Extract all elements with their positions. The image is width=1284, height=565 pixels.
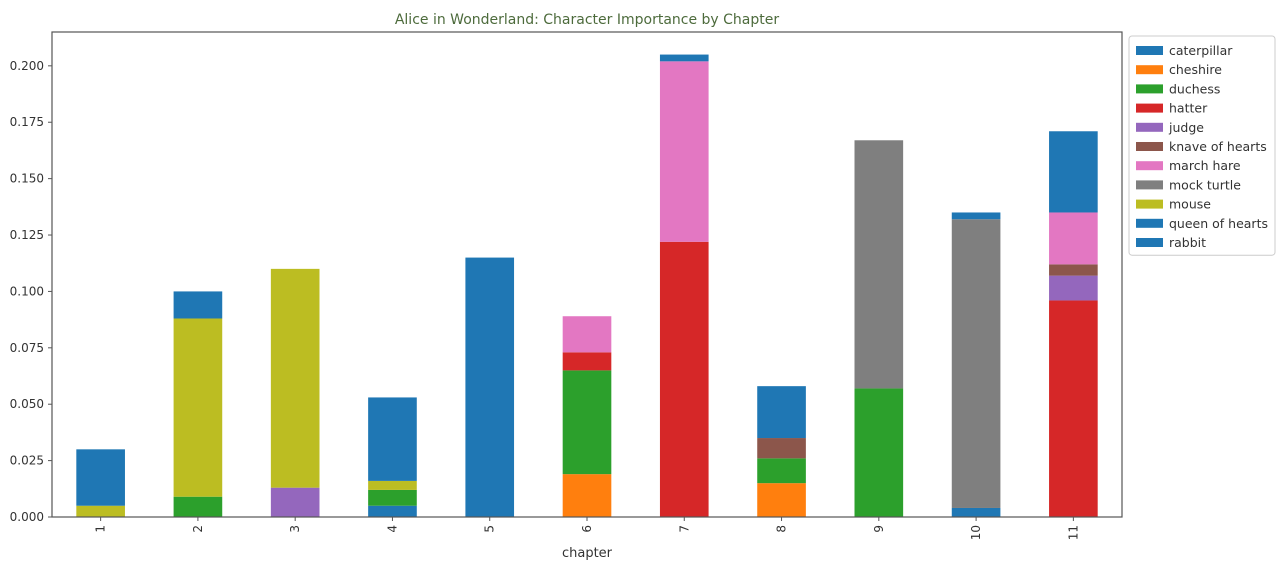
bar-segment-cheshire-ch8 xyxy=(757,483,806,517)
legend-swatch xyxy=(1136,84,1163,94)
chart-title: Alice in Wonderland: Character Importanc… xyxy=(395,12,780,28)
y-tick-label: 0.100 xyxy=(10,284,44,298)
bar-segment-queen-of-hearts-ch7 xyxy=(659,54,709,62)
x-tick-label: 10 xyxy=(969,525,983,540)
x-tick-label: 1 xyxy=(94,525,108,533)
legend-label: march hare xyxy=(1169,158,1241,173)
legend-label: caterpillar xyxy=(1169,43,1233,58)
bars-layer xyxy=(76,54,1098,518)
legend-label: duchess xyxy=(1169,81,1220,96)
bar-segment-duchess-ch4 xyxy=(368,489,417,506)
y-axis: 0.000 0.025 0.050 0.075 0.100 0.125 0.150 0.175… xyxy=(10,59,52,524)
x-axis: 1 2 3 4 5 6 7 8 9 10 11 xyxy=(94,517,1080,540)
bar-segment-mock-turtle-ch9 xyxy=(854,140,904,389)
bar-segment-duchess-ch6 xyxy=(562,370,612,475)
legend-label: hatter xyxy=(1169,101,1208,116)
bar-segment-knave-of-hearts-ch8 xyxy=(757,438,806,459)
bar-segment-hatter-ch6 xyxy=(562,352,612,371)
bar-segment-rabbit-ch8 xyxy=(757,386,806,439)
legend: caterpillar cheshire duchess hatter judge kna… xyxy=(1128,35,1276,256)
legend-swatch xyxy=(1136,238,1163,247)
y-tick-label: 0.125 xyxy=(10,228,44,242)
bar-segment-mock-turtle-ch10 xyxy=(951,219,1001,508)
bar-segment-caterpillar-ch10 xyxy=(951,507,1001,517)
legend-label: queen of hearts xyxy=(1169,216,1268,231)
bar-segment-mouse-ch2 xyxy=(173,318,223,497)
bar-segment-rabbit-ch1 xyxy=(76,449,125,506)
x-axis-label: chapter xyxy=(562,546,613,561)
x-tick-label: 3 xyxy=(288,525,302,533)
legend-label: rabbit xyxy=(1169,235,1206,250)
legend-swatch xyxy=(1136,161,1163,171)
bar-segment-march-hare-ch11 xyxy=(1049,212,1098,265)
legend-swatch xyxy=(1136,142,1163,151)
legend-swatch xyxy=(1136,46,1163,55)
y-tick-label: 0.000 xyxy=(10,510,44,524)
bar-segment-duchess-ch2 xyxy=(173,496,223,517)
legend-swatch xyxy=(1136,180,1163,190)
bar-segment-march-hare-ch6 xyxy=(562,316,612,353)
x-tick-label: 9 xyxy=(872,525,886,533)
x-tick-label: 7 xyxy=(677,525,691,533)
legend-label: knave of hearts xyxy=(1169,139,1267,154)
legend-swatch xyxy=(1136,218,1163,228)
legend-label: cheshire xyxy=(1169,62,1222,77)
bar-segment-mouse-ch3 xyxy=(270,268,320,488)
y-tick-label: 0.050 xyxy=(10,397,44,411)
y-tick-label: 0.200 xyxy=(10,59,44,73)
bar-segment-march-hare-ch7 xyxy=(659,61,709,242)
x-tick-label: 2 xyxy=(191,525,205,533)
legend-swatch xyxy=(1136,122,1163,132)
bar-segment-cheshire-ch6 xyxy=(562,474,612,517)
x-tick-label: 4 xyxy=(385,525,399,533)
legend-swatch xyxy=(1136,65,1163,75)
bar-segment-knave-of-hearts-ch11 xyxy=(1049,264,1098,276)
bar-segment-duchess-ch8 xyxy=(757,458,806,484)
bar-segment-mouse-ch4 xyxy=(368,480,417,490)
legend-label: mock turtle xyxy=(1169,177,1241,192)
legend-swatch xyxy=(1136,103,1163,113)
x-tick-label: 11 xyxy=(1066,525,1080,540)
x-tick-label: 6 xyxy=(580,525,594,533)
y-tick-label: 0.175 xyxy=(10,115,44,129)
legend-swatch xyxy=(1136,199,1163,209)
y-tick-label: 0.075 xyxy=(10,341,44,355)
bar-segment-rabbit-ch2 xyxy=(173,291,223,319)
bar-segment-rabbit-ch11 xyxy=(1049,131,1098,213)
legend-label: judge xyxy=(1168,120,1204,135)
y-tick-label: 0.150 xyxy=(10,172,44,186)
legend-box xyxy=(1128,35,1276,256)
bar-segment-mouse-ch1 xyxy=(76,505,125,517)
bar-segment-caterpillar-ch5 xyxy=(465,257,515,517)
bar-segment-rabbit-ch4 xyxy=(368,397,417,481)
bar-segment-judge-ch3 xyxy=(270,487,320,517)
x-tick-label: 5 xyxy=(483,525,497,533)
bar-segment-hatter-ch7 xyxy=(659,241,709,518)
bar-segment-judge-ch11 xyxy=(1049,275,1098,301)
bar-segment-queen-of-hearts-ch10 xyxy=(951,212,1001,220)
bar-segment-hatter-ch11 xyxy=(1049,300,1098,517)
bar-segment-caterpillar-ch4 xyxy=(368,505,417,517)
y-tick-label: 0.025 xyxy=(10,454,44,468)
plot-frame xyxy=(51,31,1123,518)
legend-label: mouse xyxy=(1169,197,1211,212)
bar-segment-duchess-ch9 xyxy=(854,388,904,517)
x-tick-label: 8 xyxy=(775,525,789,533)
